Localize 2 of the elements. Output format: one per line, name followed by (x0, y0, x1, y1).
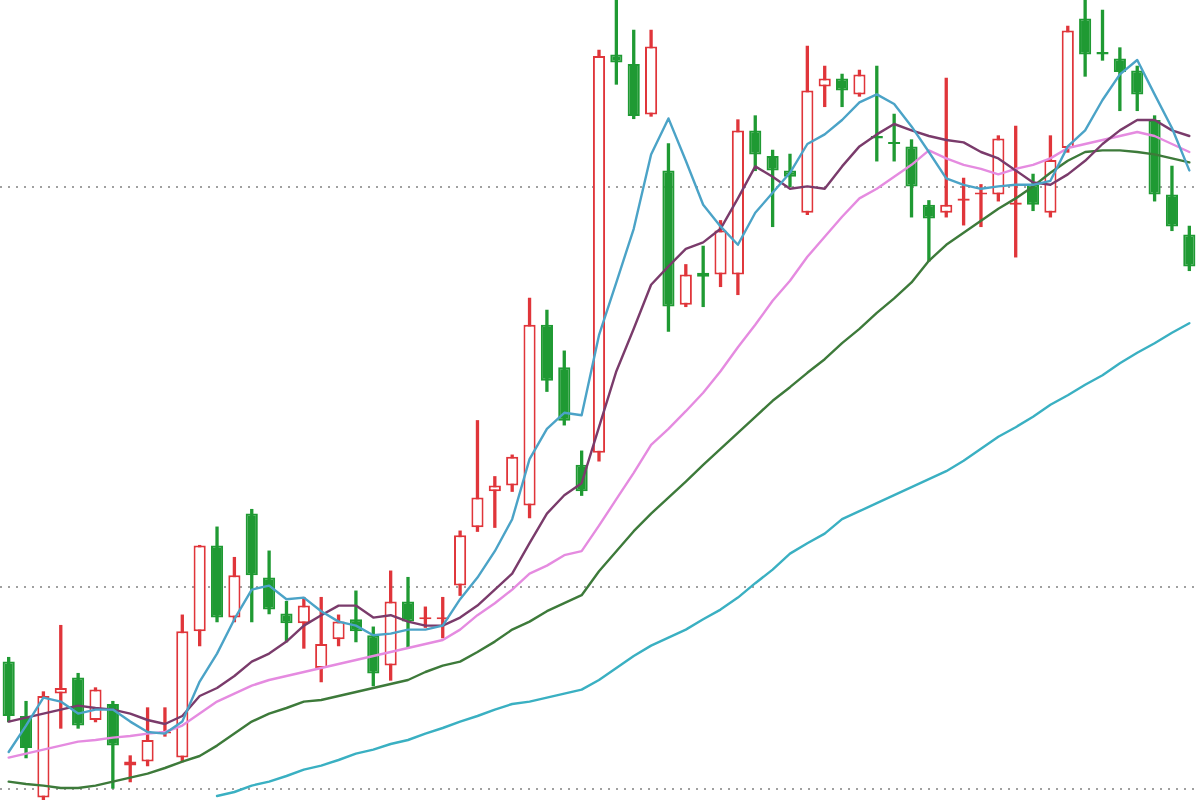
candlestick (888, 113, 901, 162)
candlestick (922, 200, 935, 262)
